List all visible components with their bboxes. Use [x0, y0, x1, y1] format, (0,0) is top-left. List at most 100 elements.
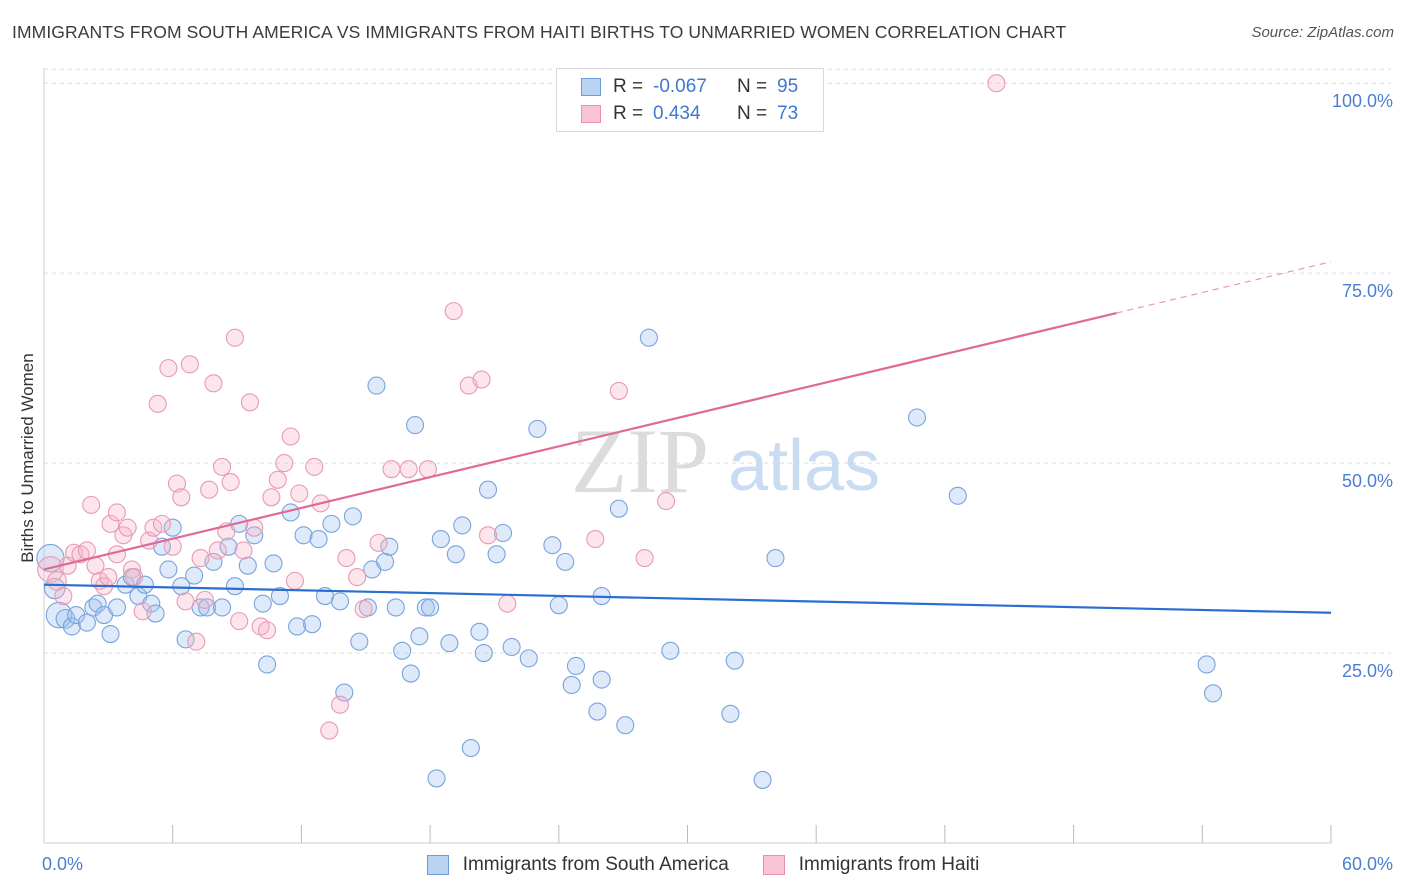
point-haiti [281, 427, 300, 446]
point-south-america [294, 526, 313, 545]
series-legend-haiti[interactable]: Immigrants from Haiti [762, 854, 979, 876]
point-south-america [101, 625, 120, 644]
tick-labels: 25.0% 50.0% 75.0% 100.0% 0.0% 60.0% [42, 91, 1393, 874]
point-haiti [305, 457, 324, 476]
point-south-america [427, 769, 446, 788]
point-haiti [354, 599, 373, 619]
point-south-america [288, 617, 307, 636]
point-south-america [77, 613, 96, 632]
point-south-america [907, 408, 927, 427]
point-haiti [330, 695, 350, 714]
series-legend-south-america[interactable]: Immigrants from South America [426, 854, 729, 876]
point-south-america [67, 606, 86, 625]
point-haiti [180, 355, 199, 374]
point-haiti [987, 74, 1006, 93]
point-south-america [661, 641, 680, 660]
watermark: ZIP atlas [571, 410, 880, 512]
point-south-america [519, 649, 538, 668]
point-haiti [195, 590, 214, 609]
point-haiti [258, 621, 277, 640]
point-haiti [208, 541, 227, 560]
point-haiti [122, 560, 141, 579]
point-south-america [163, 518, 182, 537]
trend-line-haiti [43, 311, 1117, 571]
point-south-america [556, 552, 575, 571]
point-south-america [322, 514, 341, 533]
legend-swatch-south-america [581, 78, 601, 96]
correlation-legend: R = -0.067 N = 95 R = 0.434 N = 73 [556, 68, 824, 132]
point-south-america [219, 537, 238, 556]
point-south-america [258, 655, 277, 674]
point-haiti [275, 454, 294, 473]
point-haiti [444, 302, 463, 321]
point-south-america [245, 526, 264, 545]
series-swatch-south-america [426, 855, 449, 875]
series-label-south-america: Immigrants from South America [462, 854, 729, 875]
point-south-america [1203, 684, 1223, 703]
trend-line-south-america [43, 583, 1332, 614]
point-south-america [543, 536, 562, 555]
point-haiti [125, 568, 144, 587]
point-south-america [176, 630, 195, 649]
point-haiti [369, 533, 388, 552]
point-south-america [350, 632, 369, 651]
point-south-america [461, 738, 480, 758]
point-haiti [54, 587, 73, 606]
point-south-america [766, 549, 785, 568]
point-south-america [410, 627, 429, 646]
legend-row-haiti: R = 0.434 N = 73 [581, 101, 798, 127]
trend-lines [43, 261, 1332, 614]
point-south-america [474, 643, 493, 663]
point-haiti [167, 474, 187, 493]
point-south-america [453, 516, 472, 535]
y-tick-label: 100.0% [1332, 91, 1393, 111]
point-south-america [431, 530, 450, 549]
point-south-america [566, 656, 586, 676]
point-south-america [721, 704, 740, 723]
point-south-america [376, 552, 395, 571]
point-haiti [320, 721, 339, 740]
point-south-america [88, 594, 107, 613]
point-haiti [172, 488, 191, 507]
point-south-america [406, 416, 425, 435]
point-haiti [348, 568, 367, 587]
trend-line-haiti-extension [1116, 261, 1332, 314]
point-haiti [382, 460, 401, 479]
point-haiti [212, 457, 232, 476]
point-haiti [399, 460, 418, 479]
point-haiti [159, 359, 178, 378]
legend-n-value: 95 [777, 76, 799, 97]
chart-title: IMMIGRANTS FROM SOUTH AMERICA VS IMMIGRA… [12, 22, 1067, 42]
point-south-america [725, 651, 744, 670]
point-haiti [225, 328, 244, 347]
point-haiti [133, 602, 152, 621]
point-south-america [107, 598, 126, 617]
point-haiti [268, 470, 287, 489]
watermark-atlas: atlas [728, 426, 880, 506]
point-haiti [101, 514, 120, 533]
point-haiti [234, 541, 253, 560]
point-south-america [335, 683, 354, 702]
point-south-america [393, 641, 412, 660]
point-south-america [639, 328, 658, 347]
axes [43, 68, 1332, 844]
legend-r-value: -0.067 [653, 76, 707, 97]
point-haiti [478, 526, 498, 545]
point-south-america [528, 419, 547, 438]
point-south-america [135, 575, 154, 594]
point-haiti [472, 370, 491, 389]
legend-r-label: R = [613, 103, 644, 124]
point-south-america [470, 622, 489, 641]
legend-r-value: 0.434 [653, 103, 701, 124]
point-south-america [1197, 655, 1216, 674]
point-haiti [635, 549, 654, 568]
point-south-america [502, 637, 521, 657]
point-haiti [230, 612, 249, 631]
point-south-america [264, 554, 283, 573]
point-south-america [303, 615, 322, 634]
point-haiti [200, 480, 219, 499]
point-south-america [588, 702, 607, 721]
point-south-america [446, 545, 465, 564]
x-tick-label-max: 60.0% [1342, 854, 1393, 874]
